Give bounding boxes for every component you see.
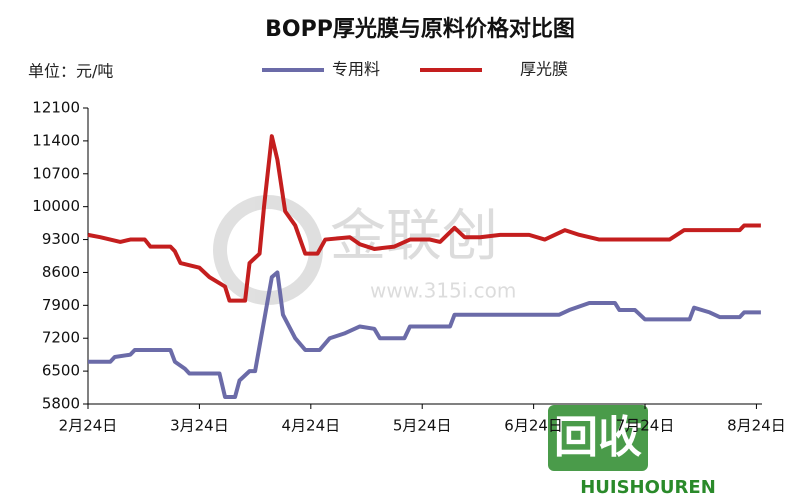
y-tick-label: 6500 <box>42 362 80 380</box>
huishou-watermark: 回收 HUISHOUREN <box>548 405 716 498</box>
chart-title: BOPP厚光膜与原料价格对比图 <box>265 16 575 42</box>
plot-area: 5800 6500 7200 7900 8600 9300 10000 10700 11400 1… <box>32 60 785 435</box>
watermark-box <box>548 405 648 471</box>
x-tick-label: 8月24日 <box>727 417 786 435</box>
y-tick-label: 7200 <box>42 329 80 347</box>
series-line <box>87 134 761 303</box>
y-tick-label: 10700 <box>32 164 80 182</box>
y-tick-label: 7900 <box>42 296 80 314</box>
x-tick-label: 2月24日 <box>59 417 118 435</box>
watermark-url: www.315i.com <box>370 279 516 303</box>
unit-label: 单位：元/吨 <box>28 62 113 81</box>
y-tick-label: 5800 <box>42 395 80 413</box>
x-tick-label: 3月24日 <box>170 417 229 435</box>
legend-label: 专用料 <box>332 60 380 79</box>
y-tick-label: 10000 <box>32 197 80 215</box>
watermark-text: HUISHOUREN <box>580 477 716 498</box>
x-tick-label: 6月24日 <box>504 417 563 435</box>
watermark-text: 回收 <box>554 412 642 463</box>
y-tick-label: 11400 <box>32 131 80 149</box>
x-tick-label: 7月24日 <box>616 417 675 435</box>
legend-label: 厚光膜 <box>520 60 568 79</box>
y-tick-label: 9300 <box>42 230 80 248</box>
x-tick-label: 5月24日 <box>393 417 452 435</box>
series-line <box>88 270 761 399</box>
y-tick-label: 8600 <box>42 263 80 281</box>
x-tick-label: 4月24日 <box>281 417 340 435</box>
y-tick-label: 12100 <box>32 99 80 117</box>
